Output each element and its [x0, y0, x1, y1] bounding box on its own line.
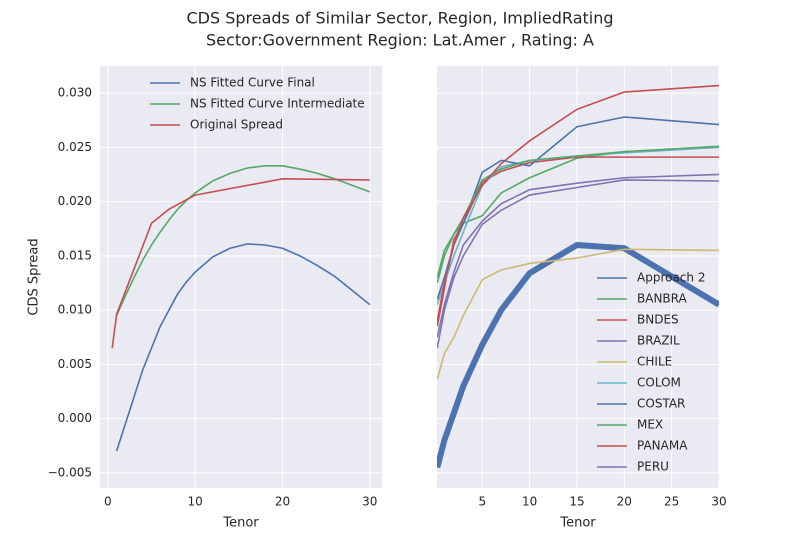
x-tick-label: 15	[569, 495, 584, 509]
x-tick-label: 25	[664, 495, 679, 509]
legend-label: COLOM	[637, 376, 681, 390]
y-tick-label: 0.025	[58, 140, 92, 154]
legend-label: PANAMA	[637, 439, 688, 453]
y-tick-label: −0.005	[48, 465, 92, 479]
series-line	[115, 165, 371, 316]
series-line	[437, 84, 719, 322]
x-axis-label: Tenor	[559, 516, 596, 531]
y-tick-label: 0.010	[58, 303, 92, 317]
legend-label: MEX	[637, 418, 663, 432]
figure-title: CDS Spreads of Similar Sector, Region, I…	[186, 9, 613, 28]
y-tick-label: 0.005	[58, 357, 92, 371]
x-tick-label: 20	[275, 495, 290, 509]
legend-label: COSTAR	[637, 397, 685, 411]
x-tick-label: 10	[188, 495, 203, 509]
x-tick-label: 5	[478, 495, 486, 509]
x-tick-label: 30	[362, 495, 377, 509]
series-line	[437, 179, 719, 349]
legend-label: BRAZIL	[637, 334, 680, 348]
x-axis-label: Tenor	[222, 516, 259, 531]
legend-label: Original Spread	[190, 118, 283, 132]
legend-label: BNDES	[637, 313, 679, 327]
legend-label: Approach 2	[637, 271, 705, 285]
figure-subtitle: Sector:Government Region: Lat.Amer , Rat…	[206, 31, 594, 50]
legend-label: NS Fitted Curve Final	[190, 76, 315, 90]
y-tick-label: 0.015	[58, 248, 92, 262]
x-tick-label: 30	[711, 495, 726, 509]
series-line	[111, 178, 370, 349]
y-axis-label: CDS Spread	[27, 238, 42, 315]
y-tick-label: 0.000	[58, 411, 92, 425]
legend-label: PERU	[637, 460, 669, 474]
y-tick-label: 0.030	[58, 86, 92, 100]
series-line	[115, 243, 371, 452]
x-tick-label: 0	[104, 495, 112, 509]
series-line	[437, 248, 719, 380]
series-line	[437, 173, 719, 338]
y-tick-label: 0.020	[58, 194, 92, 208]
series-line	[437, 242, 719, 469]
x-tick-label: 20	[617, 495, 632, 509]
legend-label: BANBRA	[637, 292, 688, 306]
x-tick-label: 10	[522, 495, 537, 509]
legend-label: NS Fitted Curve Intermediate	[190, 97, 365, 111]
legend-label: CHILE	[637, 355, 672, 369]
